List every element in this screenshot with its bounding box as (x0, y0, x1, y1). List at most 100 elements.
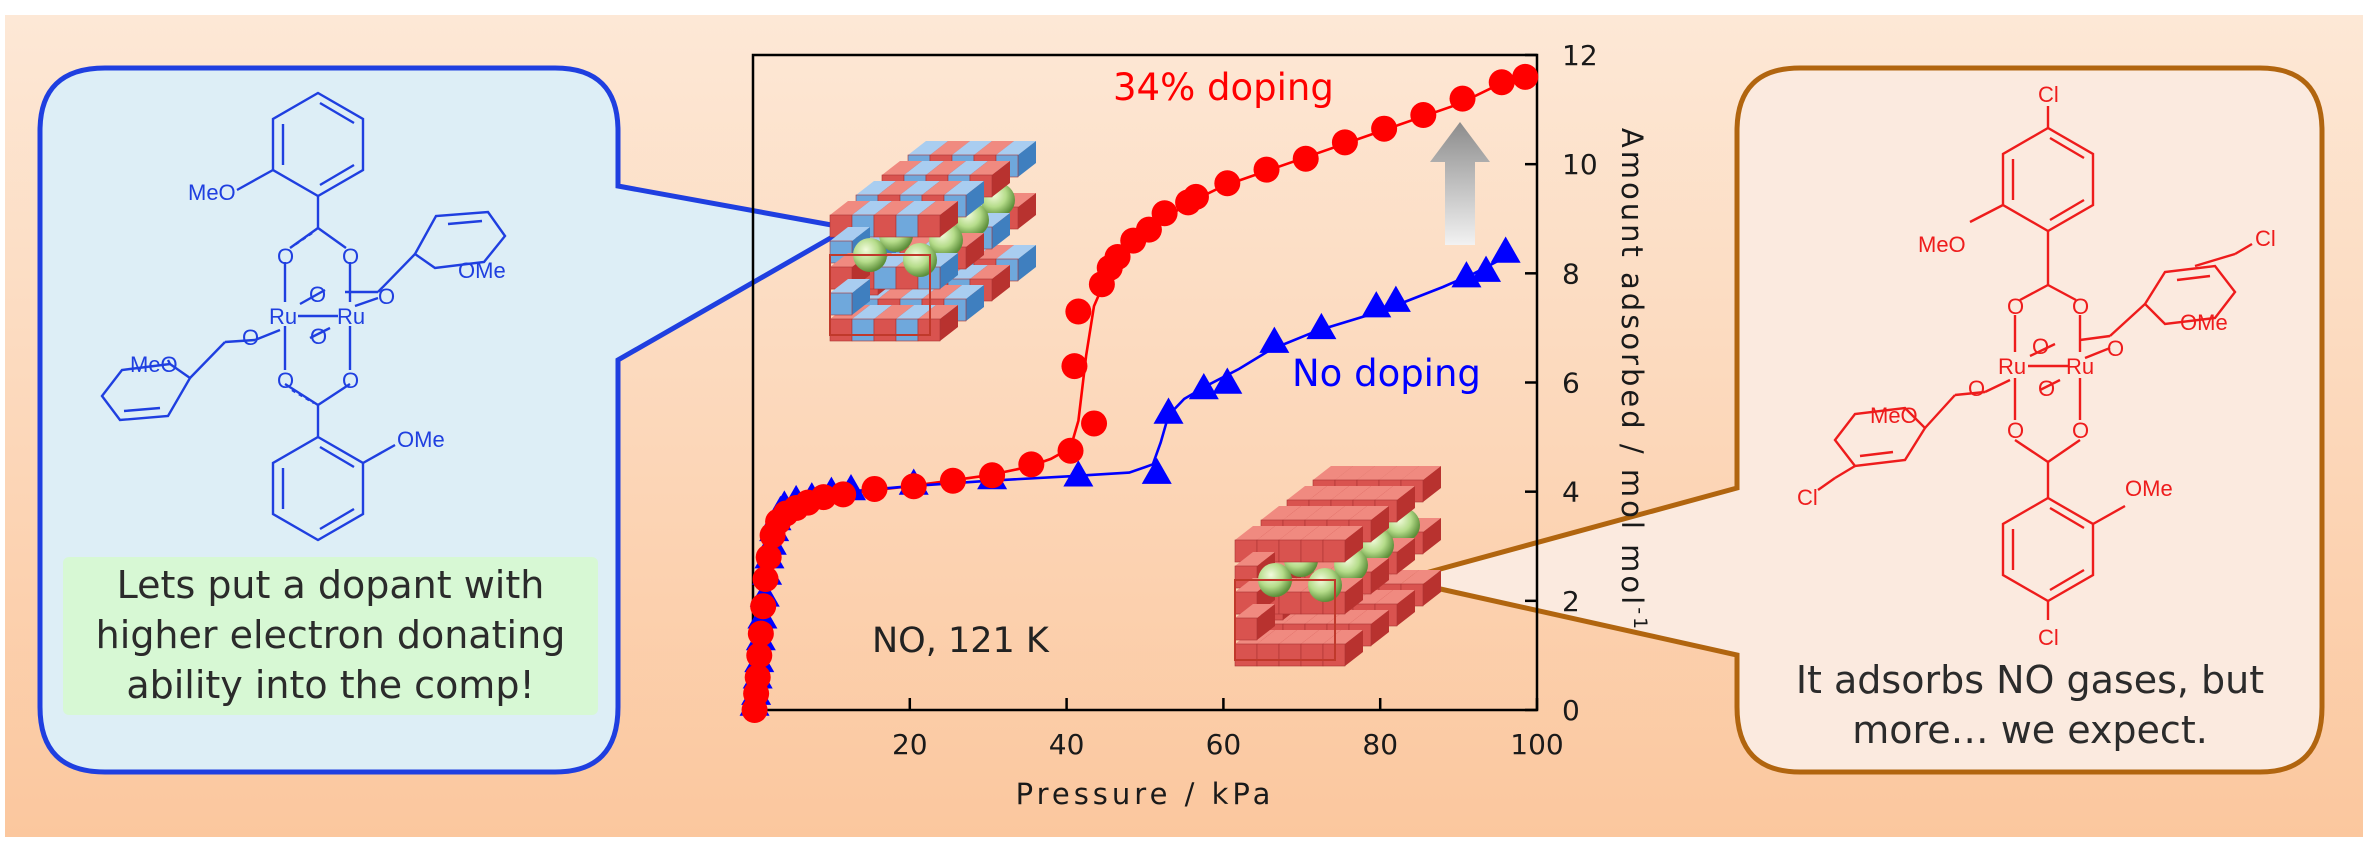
data-point (1214, 170, 1241, 197)
doped-framework-illustration (829, 141, 1036, 342)
data-point (1063, 460, 1094, 487)
framework-block (1257, 630, 1297, 644)
framework-block (829, 318, 853, 342)
right-molecule-labels: Cl Cl Cl Cl MeO OMe MeO OMe Ru Ru O O O … (1797, 82, 2276, 650)
y-axis-label-group: Amount adsorbed / mol mol-1 (1615, 128, 1651, 632)
y-tick-label: 2 (1562, 585, 1580, 618)
right-o-1: O (2007, 294, 2024, 319)
right-cl-right: Cl (2255, 226, 2276, 251)
data-markers (739, 63, 1539, 723)
framework-block (1279, 630, 1319, 644)
framework-block (852, 305, 892, 319)
left-callout (37, 65, 856, 775)
framework-block (1401, 570, 1441, 584)
data-point (746, 642, 773, 669)
data-point (1153, 397, 1184, 424)
x-tick-label: 20 (892, 728, 928, 761)
framework-block (970, 265, 1010, 279)
right-ru-2: Ru (2066, 354, 2094, 379)
data-point (1151, 200, 1178, 227)
framework-block (873, 214, 897, 238)
data-point (900, 473, 927, 500)
framework-block (830, 227, 870, 241)
framework-block (1353, 486, 1393, 500)
framework-block (878, 181, 918, 195)
undoped-framework-illustration (1234, 466, 1441, 667)
right-cl-bottom: Cl (2038, 625, 2059, 650)
framework-block (1371, 558, 1389, 594)
framework-block (882, 161, 922, 175)
data-point (1057, 437, 1084, 464)
data-point (755, 544, 782, 571)
framework-block (922, 181, 962, 195)
left-o-7: O (277, 368, 294, 393)
framework-block (851, 318, 875, 342)
data-point (1188, 372, 1219, 400)
condition-label: NO, 121 K (872, 621, 1050, 661)
data-point (1449, 85, 1476, 112)
framework-block (1379, 466, 1419, 480)
data-point (1182, 183, 1209, 210)
series-label-34-doping: 34% doping (1113, 66, 1334, 109)
framework-block (1397, 590, 1415, 626)
framework-block (1349, 610, 1389, 624)
data-point (1081, 410, 1108, 437)
right-o-7: O (2007, 418, 2024, 443)
data-point (1135, 216, 1162, 243)
framework-block (895, 214, 919, 238)
framework-block (992, 213, 1010, 249)
data-point (1331, 129, 1358, 156)
framework-block (1349, 506, 1389, 520)
left-ru-1: Ru (269, 304, 297, 329)
y-tick-label: 10 (1562, 148, 1598, 181)
y-axis-label: Amount adsorbed / mol mol (1615, 128, 1649, 607)
framework-block (1357, 466, 1397, 480)
framework-block (918, 305, 958, 319)
data-point (1292, 145, 1319, 172)
series-label-no-doping: No doping (1292, 352, 1481, 395)
data-point (1490, 236, 1521, 263)
data-point (1371, 115, 1398, 142)
right-meo-top: MeO (1918, 232, 1966, 257)
framework-block (944, 285, 984, 299)
framework-block (874, 305, 914, 319)
x-tick-label: 40 (1049, 728, 1085, 761)
framework-block (1375, 590, 1415, 604)
framework-block (1018, 193, 1036, 229)
framework-block (930, 141, 970, 155)
data-point (744, 664, 771, 691)
framework-block (852, 201, 892, 215)
framework-block (966, 181, 984, 217)
guest-sphere (903, 243, 937, 277)
right-molecule (1817, 106, 2253, 620)
right-o-4: O (2107, 336, 2124, 361)
framework-block (896, 305, 936, 319)
data-point (1061, 353, 1088, 380)
left-meo-top: MeO (188, 180, 236, 205)
right-callout (1399, 65, 2325, 775)
left-note-box (63, 557, 598, 715)
framework-block (1278, 643, 1302, 667)
framework-block (904, 161, 944, 175)
right-o-5: O (1968, 376, 1985, 401)
right-cl-left: Cl (1797, 485, 1818, 510)
framework-block (1322, 539, 1346, 563)
up-arrow-icon (1430, 122, 1490, 245)
framework-block (874, 201, 914, 215)
data-point (1512, 63, 1539, 90)
right-note-text: It adsorbs NO gases, but more… we expect… (1795, 658, 2265, 752)
data-point (1488, 69, 1515, 96)
framework-block (1300, 539, 1324, 563)
left-molecule (100, 91, 507, 542)
data-point (939, 467, 966, 494)
left-ru-2: Ru (337, 304, 365, 329)
framework-block (1397, 538, 1415, 574)
framework-block (908, 141, 948, 155)
framework-block (1235, 552, 1275, 566)
framework-block (1423, 570, 1441, 606)
framework-block (1379, 570, 1419, 584)
framework-block (1309, 486, 1349, 500)
data-point (750, 593, 777, 620)
svg-text:Amount adsorbed / mol mol-1: Amount adsorbed / mol mol-1 (1615, 128, 1651, 632)
